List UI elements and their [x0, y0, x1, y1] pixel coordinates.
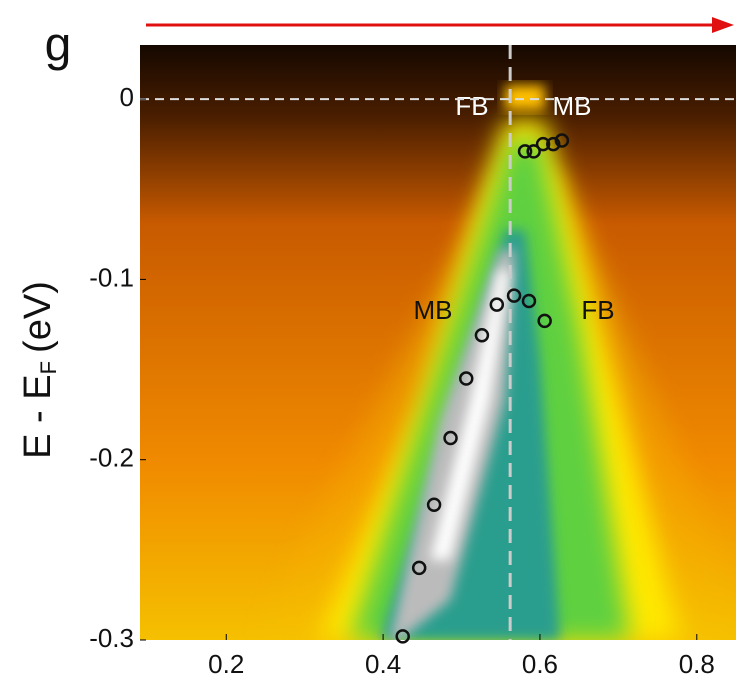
- data-point: [411, 560, 427, 576]
- data-point: [489, 297, 505, 312]
- annotation: FB: [455, 91, 488, 121]
- data-point: [426, 497, 442, 513]
- y-axis-label: E - EF (eV): [17, 281, 61, 459]
- y-tick-label: -0.3: [89, 623, 134, 653]
- data-point: [458, 371, 474, 386]
- data-point: [537, 313, 552, 329]
- y-label-sub: F: [36, 361, 61, 374]
- data-point: [517, 144, 533, 159]
- y-tick-label: -0.2: [89, 443, 134, 473]
- heatmap: [140, 45, 736, 640]
- x-tick-label: 0.4: [365, 649, 401, 679]
- data-point: [526, 144, 541, 159]
- y-tick-label: -0.1: [89, 262, 134, 292]
- x-tick-label: 0.2: [208, 649, 244, 679]
- arrow-head: [712, 17, 734, 33]
- y-label-unit: (eV): [17, 281, 59, 353]
- annotation: FB: [581, 295, 614, 325]
- data-point: [535, 136, 551, 152]
- data-point: [443, 430, 458, 446]
- data-point: [395, 629, 410, 644]
- data-point: [554, 133, 570, 148]
- y-label-main: E - E: [17, 374, 59, 458]
- y-tick-label: 0: [120, 82, 134, 112]
- annotation: MB: [553, 91, 592, 121]
- data-point: [521, 293, 537, 309]
- data-point: [474, 328, 490, 343]
- data-point: [506, 288, 522, 303]
- x-tick-label: 0.6: [522, 649, 558, 679]
- panel-label: g: [45, 19, 72, 72]
- annotation: MB: [414, 295, 453, 325]
- x-tick-label: 0.8: [679, 649, 715, 679]
- data-point: [546, 136, 561, 152]
